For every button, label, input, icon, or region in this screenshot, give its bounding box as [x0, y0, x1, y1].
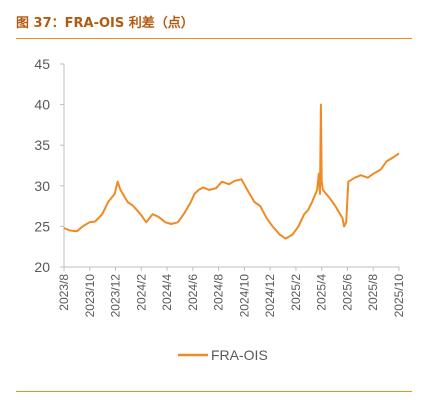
y-tick-label: 20	[34, 259, 50, 275]
x-tick-label: 2024/10	[237, 274, 251, 318]
x-tick-label: 2023/8	[57, 274, 71, 311]
chart-title: 图 37：FRA-OIS 利差（点）	[16, 16, 194, 31]
x-tick-label: 2023/10	[83, 274, 97, 318]
y-tick-label: 30	[34, 178, 50, 194]
top-divider	[16, 38, 412, 39]
y-tick-label: 35	[34, 137, 50, 153]
x-tick-label: 2024/8	[212, 274, 226, 311]
y-tick-label: 45	[34, 56, 50, 72]
x-tick-label: 2025/8	[366, 274, 380, 311]
y-tick-labels: 20 25 30 35 40 45	[34, 56, 50, 275]
plot-area	[63, 103, 400, 240]
x-tick-labels: 2023/8 2023/10 2023/12 2024/2 2024/4 2024/6 20…	[57, 274, 406, 318]
x-tick-label: 2025/4	[315, 274, 329, 311]
bottom-divider	[16, 391, 412, 392]
y-tick-label: 40	[34, 97, 50, 113]
x-tick-label: 2025/6	[340, 274, 354, 311]
x-tick-label: 2024/6	[186, 274, 200, 311]
x-tick-label: 2023/12	[109, 274, 123, 318]
x-tick-label: 2025/10	[392, 274, 406, 318]
chart-axes	[60, 63, 400, 271]
legend: FRA-OIS	[178, 347, 268, 363]
x-tick-label: 2025/2	[289, 274, 303, 311]
series-line-fra-ois	[63, 103, 400, 240]
legend-label: FRA-OIS	[211, 347, 268, 363]
x-tick-label: 2024/12	[263, 274, 277, 318]
x-tick-label: 2024/2	[134, 274, 148, 311]
x-tick-label: 2024/4	[160, 274, 174, 311]
y-tick-label: 25	[34, 218, 50, 234]
